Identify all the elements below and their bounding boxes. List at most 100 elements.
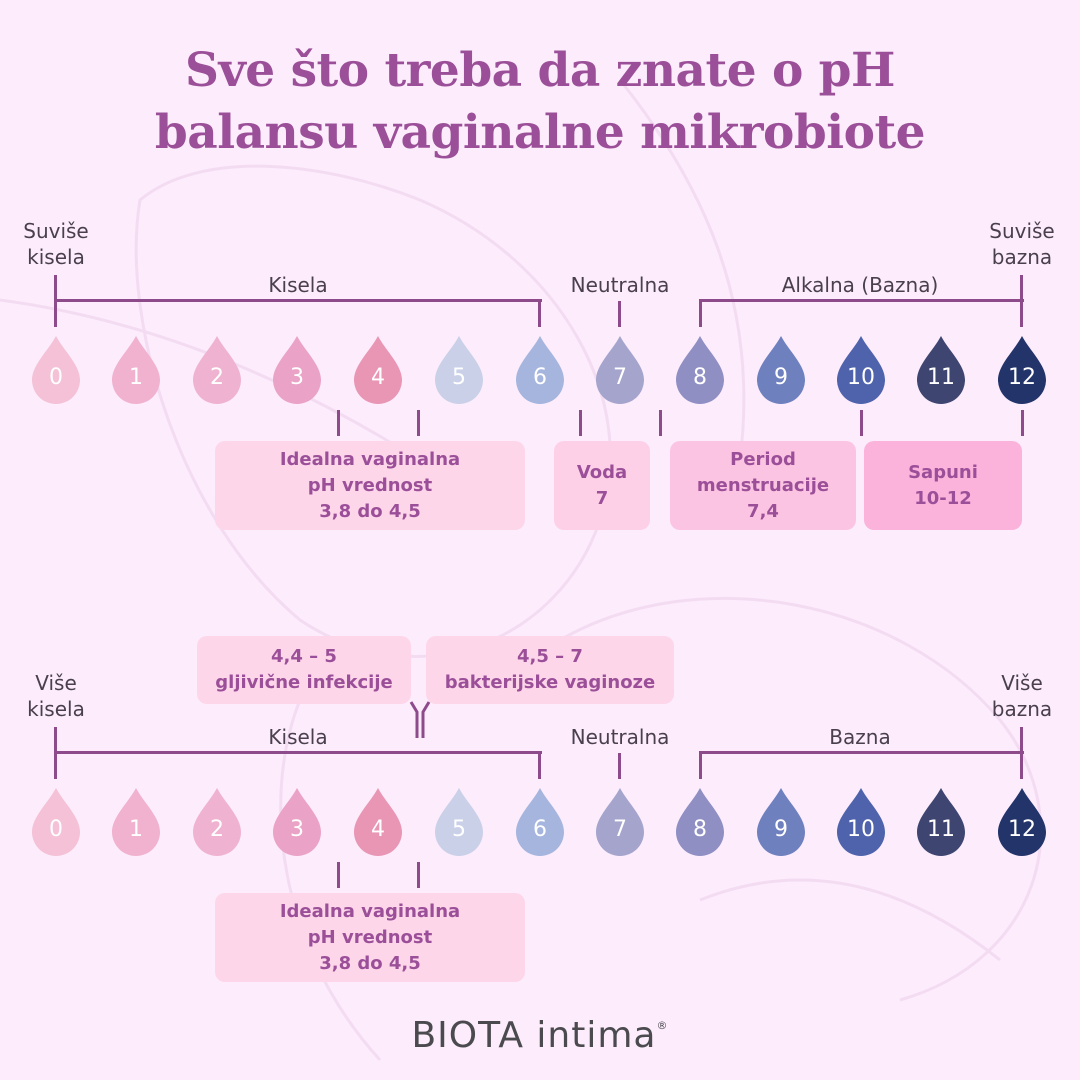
ph-drop-11: 11	[916, 335, 966, 405]
bottom-left-end-label: Više kisela	[27, 670, 85, 722]
ph-drop-5: 5	[434, 335, 484, 405]
ph-value: 11	[927, 817, 955, 842]
logo-brand: BIOTA	[411, 1015, 524, 1056]
box-line: Idealna vaginalna	[279, 448, 461, 470]
ph-value: 12	[1008, 817, 1036, 842]
label-line: Više	[1001, 671, 1043, 695]
ph-value: 9	[774, 817, 788, 842]
label-line: bazna	[991, 245, 1053, 269]
drop-icon	[837, 336, 885, 404]
box-line: 4,4 – 5	[271, 646, 337, 667]
ph-drop-0: 0	[31, 335, 81, 405]
ph-value: 6	[533, 817, 547, 842]
acid-bracket	[54, 299, 542, 302]
bracket-line	[1020, 275, 1023, 327]
ph-value: 6	[533, 365, 547, 390]
ph-value: 2	[210, 817, 224, 842]
drop-icon	[435, 788, 483, 856]
drop-icon	[435, 336, 483, 404]
box-line: 10-12	[914, 487, 972, 509]
drop-icon	[757, 788, 805, 856]
label-line: Suviše	[23, 219, 89, 243]
drop-icon	[596, 336, 644, 404]
registered-mark: ®	[656, 1019, 669, 1032]
ph-drop-7: 7	[595, 335, 645, 405]
range-connector	[409, 701, 431, 738]
menstruation-box: Period menstruacije 7,4	[670, 441, 856, 530]
pointer-tick	[337, 862, 340, 888]
drop-icon	[596, 788, 644, 856]
ph-value: 5	[452, 817, 466, 842]
box-line: menstruacije	[696, 474, 830, 496]
ph-value: 2	[210, 365, 224, 390]
pointer-tick	[417, 410, 420, 436]
bracket-line	[699, 299, 702, 327]
pointer-tick	[860, 410, 863, 436]
drop-icon	[112, 336, 160, 404]
label-line: kisela	[27, 245, 85, 269]
box-line: Period	[730, 448, 796, 470]
pointer-tick	[337, 410, 340, 436]
box-line: pH vrednost	[307, 474, 433, 496]
ph-drop-8: 8	[675, 787, 725, 857]
drop-icon	[112, 788, 160, 856]
ph-drop-8: 8	[675, 335, 725, 405]
ph-drop-1: 1	[111, 335, 161, 405]
ph-drop-2: 2	[192, 335, 242, 405]
ph-value: 10	[847, 365, 875, 390]
ph-value: 1	[129, 817, 143, 842]
top-neutral-label: Neutralna	[570, 273, 670, 297]
bottom-right-end-label: Više bazna	[992, 670, 1052, 722]
ph-drop-4: 4	[353, 787, 403, 857]
ph-drop-1: 1	[111, 787, 161, 857]
box-line: 3,8 do 4,5	[319, 952, 421, 974]
neutral-tick	[618, 301, 621, 327]
title-line-1: Sve što treba da znate o pH	[185, 43, 895, 98]
logo-sub: intima	[536, 1015, 657, 1056]
bracket-line	[699, 751, 702, 779]
drop-icon	[32, 336, 80, 404]
ph-drop-6: 6	[515, 787, 565, 857]
brand-logo: BIOTA intima®	[0, 1015, 1080, 1056]
top-left-end-label: Suviše kisela	[23, 218, 89, 270]
box-line: Idealna vaginalna	[279, 900, 461, 922]
label-line: Suviše	[989, 219, 1055, 243]
pointer-tick	[417, 862, 420, 888]
ph-value: 4	[371, 817, 385, 842]
ideal-ph-box: Idealna vaginalna pH vrednost 3,8 do 4,5	[215, 441, 525, 530]
ph-drop-3: 3	[272, 787, 322, 857]
title-line-2: balansu vaginalne mikrobiote	[154, 105, 926, 160]
pointer-tick	[1021, 410, 1024, 436]
pointer-tick	[659, 410, 662, 436]
ph-drop-2: 2	[192, 787, 242, 857]
ph-value: 7	[613, 817, 627, 842]
fungal-infection-box: 4,4 – 5 gljivične infekcije	[197, 636, 411, 704]
drop-icon	[917, 788, 965, 856]
drop-icon	[193, 788, 241, 856]
ph-drop-12: 12	[997, 335, 1047, 405]
ph-value: 8	[693, 817, 707, 842]
drop-icon	[516, 336, 564, 404]
bacterial-vaginosis-box: 4,5 – 7 bakterijske vaginoze	[426, 636, 674, 704]
drop-icon	[676, 788, 724, 856]
top-acid-label: Kisela	[268, 273, 328, 297]
drop-icon	[998, 788, 1046, 856]
ph-value: 11	[927, 365, 955, 390]
drop-icon	[273, 336, 321, 404]
ph-value: 5	[452, 365, 466, 390]
ph-drop-4: 4	[353, 335, 403, 405]
pointer-tick	[579, 410, 582, 436]
label-line: Više	[35, 671, 77, 695]
bottom-base-label: Bazna	[829, 725, 891, 749]
drop-icon	[516, 788, 564, 856]
neutral-tick	[618, 753, 621, 779]
ph-value: 9	[774, 365, 788, 390]
drop-icon	[757, 336, 805, 404]
ph-value: 7	[613, 365, 627, 390]
drop-icon	[32, 788, 80, 856]
ph-drop-10: 10	[836, 335, 886, 405]
box-line: pH vrednost	[307, 926, 433, 948]
drop-icon	[273, 788, 321, 856]
bracket-line	[1020, 727, 1023, 779]
ideal-ph-box: Idealna vaginalna pH vrednost 3,8 do 4,5	[215, 893, 525, 982]
